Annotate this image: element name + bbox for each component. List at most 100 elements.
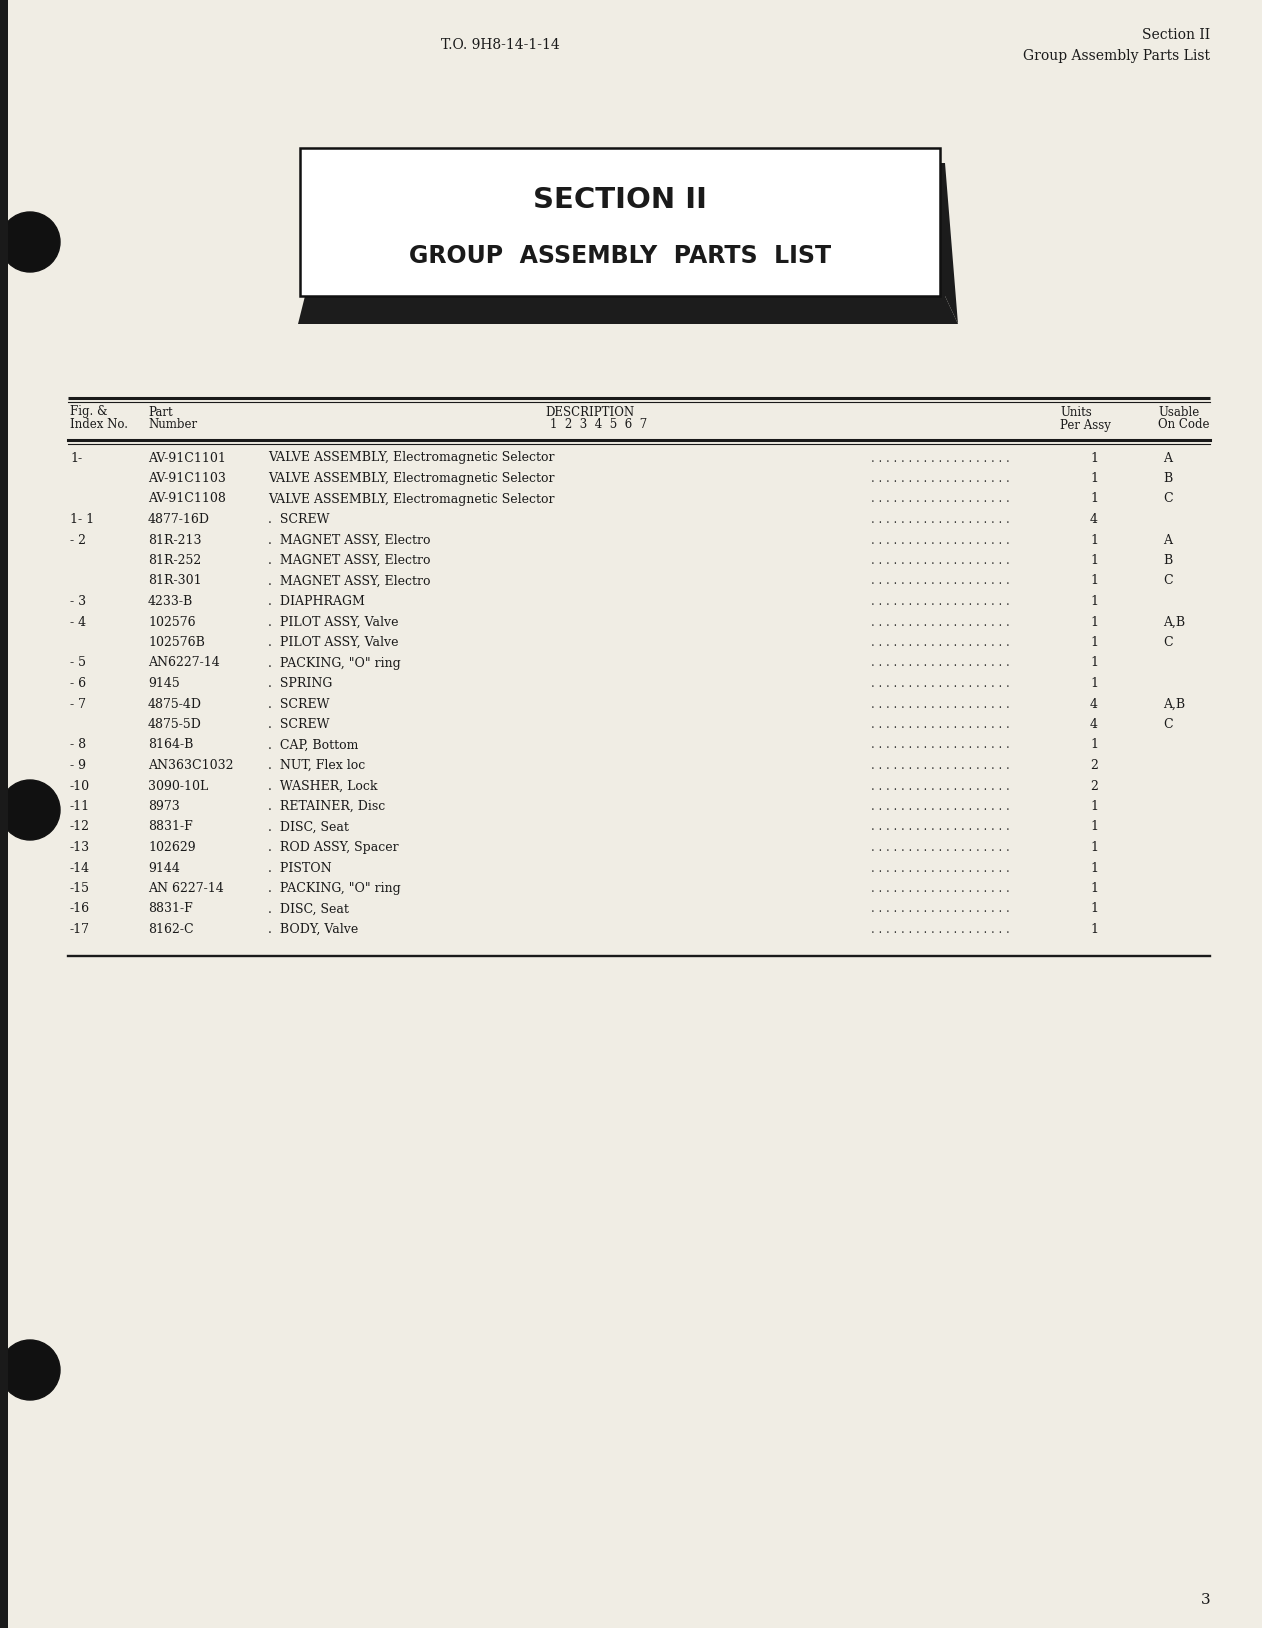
Text: Section II: Section II (1142, 28, 1210, 42)
Text: A: A (1164, 534, 1172, 547)
Text: AV-91C1103: AV-91C1103 (148, 472, 226, 485)
Text: . . . . . . . . . . . . . . . . . . .: . . . . . . . . . . . . . . . . . . . (871, 821, 1010, 834)
Text: - 8: - 8 (69, 739, 86, 752)
Text: 1: 1 (1090, 615, 1098, 628)
Text: . . . . . . . . . . . . . . . . . . .: . . . . . . . . . . . . . . . . . . . (871, 882, 1010, 895)
Text: - 5: - 5 (69, 656, 86, 669)
Text: 1: 1 (1090, 534, 1098, 547)
Text: 81R-213: 81R-213 (148, 534, 202, 547)
Text: .  SCREW: . SCREW (268, 697, 329, 710)
Text: - 2: - 2 (69, 534, 86, 547)
Text: 1: 1 (1090, 575, 1098, 588)
Text: - 6: - 6 (69, 677, 86, 690)
Text: B: B (1164, 554, 1172, 567)
Text: VALVE ASSEMBLY, Electromagnetic Selector: VALVE ASSEMBLY, Electromagnetic Selector (268, 451, 554, 464)
Text: .  PACKING, "O" ring: . PACKING, "O" ring (268, 656, 401, 669)
Text: 8831-F: 8831-F (148, 821, 193, 834)
Text: On Code: On Code (1159, 418, 1209, 431)
Text: . . . . . . . . . . . . . . . . . . .: . . . . . . . . . . . . . . . . . . . (871, 780, 1010, 793)
Text: - 9: - 9 (69, 759, 86, 772)
Text: 1-: 1- (69, 451, 82, 464)
Text: . . . . . . . . . . . . . . . . . . .: . . . . . . . . . . . . . . . . . . . (871, 718, 1010, 731)
Text: 1: 1 (1090, 739, 1098, 752)
Text: GROUP  ASSEMBLY  PARTS  LIST: GROUP ASSEMBLY PARTS LIST (409, 244, 832, 269)
Polygon shape (940, 163, 958, 324)
Text: Units: Units (1060, 405, 1092, 418)
Text: 4875-5D: 4875-5D (148, 718, 202, 731)
Text: C: C (1164, 493, 1172, 506)
Text: -14: -14 (69, 861, 90, 874)
Text: . . . . . . . . . . . . . . . . . . .: . . . . . . . . . . . . . . . . . . . (871, 615, 1010, 628)
Text: .  SCREW: . SCREW (268, 718, 329, 731)
Text: . . . . . . . . . . . . . . . . . . .: . . . . . . . . . . . . . . . . . . . (871, 656, 1010, 669)
Text: C: C (1164, 718, 1172, 731)
Text: . . . . . . . . . . . . . . . . . . .: . . . . . . . . . . . . . . . . . . . (871, 637, 1010, 650)
Text: Number: Number (148, 418, 197, 431)
Text: .  PISTON: . PISTON (268, 861, 332, 874)
Text: Per Assy: Per Assy (1060, 418, 1111, 431)
Text: AV-91C1108: AV-91C1108 (148, 493, 226, 506)
Bar (0, 0, 8, 1628)
Text: DESCRIPTION: DESCRIPTION (545, 405, 635, 418)
Text: . . . . . . . . . . . . . . . . . . .: . . . . . . . . . . . . . . . . . . . (871, 513, 1010, 526)
Text: . . . . . . . . . . . . . . . . . . .: . . . . . . . . . . . . . . . . . . . (871, 861, 1010, 874)
Text: -11: -11 (69, 799, 90, 812)
Text: . . . . . . . . . . . . . . . . . . .: . . . . . . . . . . . . . . . . . . . (871, 923, 1010, 936)
Text: 1: 1 (1090, 637, 1098, 650)
Text: .  WASHER, Lock: . WASHER, Lock (268, 780, 377, 793)
Text: AN 6227-14: AN 6227-14 (148, 882, 223, 895)
Text: . . . . . . . . . . . . . . . . . . .: . . . . . . . . . . . . . . . . . . . (871, 575, 1010, 588)
Circle shape (0, 212, 61, 272)
Text: .  RETAINER, Disc: . RETAINER, Disc (268, 799, 385, 812)
Text: 4233-B: 4233-B (148, 594, 193, 607)
Text: 1: 1 (1090, 821, 1098, 834)
Text: . . . . . . . . . . . . . . . . . . .: . . . . . . . . . . . . . . . . . . . (871, 842, 1010, 855)
Text: . . . . . . . . . . . . . . . . . . .: . . . . . . . . . . . . . . . . . . . (871, 594, 1010, 607)
Text: .  SCREW: . SCREW (268, 513, 329, 526)
Text: . . . . . . . . . . . . . . . . . . .: . . . . . . . . . . . . . . . . . . . (871, 677, 1010, 690)
Text: 1- 1: 1- 1 (69, 513, 95, 526)
Text: 9145: 9145 (148, 677, 179, 690)
Text: .  DISC, Seat: . DISC, Seat (268, 902, 348, 915)
Text: . . . . . . . . . . . . . . . . . . .: . . . . . . . . . . . . . . . . . . . (871, 799, 1010, 812)
Text: 1: 1 (1090, 842, 1098, 855)
Text: .  CAP, Bottom: . CAP, Bottom (268, 739, 358, 752)
Text: -13: -13 (69, 842, 90, 855)
Text: Group Assembly Parts List: Group Assembly Parts List (1023, 49, 1210, 63)
Text: AN363C1032: AN363C1032 (148, 759, 233, 772)
Text: - 7: - 7 (69, 697, 86, 710)
Text: 102576B: 102576B (148, 637, 204, 650)
Text: 1: 1 (1090, 472, 1098, 485)
Circle shape (0, 780, 61, 840)
Text: A,B: A,B (1164, 697, 1185, 710)
Text: . . . . . . . . . . . . . . . . . . .: . . . . . . . . . . . . . . . . . . . (871, 554, 1010, 567)
Text: VALVE ASSEMBLY, Electromagnetic Selector: VALVE ASSEMBLY, Electromagnetic Selector (268, 472, 554, 485)
Text: 2: 2 (1090, 759, 1098, 772)
Text: 8162-C: 8162-C (148, 923, 193, 936)
Text: C: C (1164, 575, 1172, 588)
Text: 1: 1 (1090, 861, 1098, 874)
Text: -10: -10 (69, 780, 90, 793)
Text: 102576: 102576 (148, 615, 196, 628)
Text: Part: Part (148, 405, 173, 418)
Text: .  DISC, Seat: . DISC, Seat (268, 821, 348, 834)
Text: AN6227-14: AN6227-14 (148, 656, 220, 669)
Polygon shape (298, 296, 958, 324)
Text: - 4: - 4 (69, 615, 86, 628)
Circle shape (0, 1340, 61, 1400)
Text: .  MAGNET ASSY, Electro: . MAGNET ASSY, Electro (268, 575, 430, 588)
Text: . . . . . . . . . . . . . . . . . . .: . . . . . . . . . . . . . . . . . . . (871, 472, 1010, 485)
Text: A: A (1164, 451, 1172, 464)
Text: 1: 1 (1090, 451, 1098, 464)
Text: 1: 1 (1090, 677, 1098, 690)
Text: -16: -16 (69, 902, 90, 915)
Text: 4: 4 (1090, 513, 1098, 526)
Text: .  PACKING, "O" ring: . PACKING, "O" ring (268, 882, 401, 895)
Text: -12: -12 (69, 821, 90, 834)
Text: 1: 1 (1090, 902, 1098, 915)
Text: -15: -15 (69, 882, 90, 895)
Text: .  MAGNET ASSY, Electro: . MAGNET ASSY, Electro (268, 534, 430, 547)
Text: VALVE ASSEMBLY, Electromagnetic Selector: VALVE ASSEMBLY, Electromagnetic Selector (268, 493, 554, 506)
Text: A,B: A,B (1164, 615, 1185, 628)
Text: 4: 4 (1090, 697, 1098, 710)
